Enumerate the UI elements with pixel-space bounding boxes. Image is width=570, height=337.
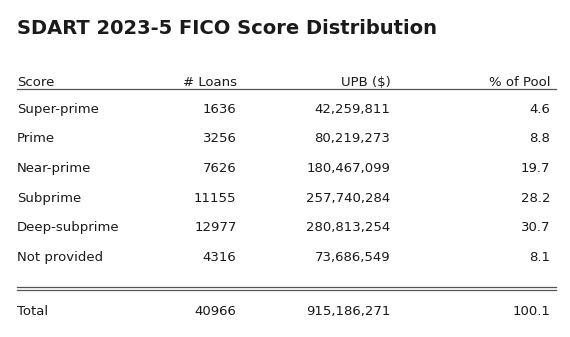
- Text: Subprime: Subprime: [17, 192, 82, 205]
- Text: 4316: 4316: [203, 251, 237, 264]
- Text: Deep-subprime: Deep-subprime: [17, 221, 120, 235]
- Text: 280,813,254: 280,813,254: [306, 221, 390, 235]
- Text: Super-prime: Super-prime: [17, 103, 99, 116]
- Text: Score: Score: [17, 76, 55, 89]
- Text: 42,259,811: 42,259,811: [315, 103, 390, 116]
- Text: 1636: 1636: [203, 103, 237, 116]
- Text: Prime: Prime: [17, 132, 55, 146]
- Text: Total: Total: [17, 305, 48, 318]
- Text: 3256: 3256: [203, 132, 237, 146]
- Text: 4.6: 4.6: [529, 103, 550, 116]
- Text: SDART 2023-5 FICO Score Distribution: SDART 2023-5 FICO Score Distribution: [17, 19, 437, 37]
- Text: 40966: 40966: [195, 305, 237, 318]
- Text: 73,686,549: 73,686,549: [315, 251, 390, 264]
- Text: 7626: 7626: [203, 162, 237, 175]
- Text: 80,219,273: 80,219,273: [315, 132, 390, 146]
- Text: UPB ($): UPB ($): [341, 76, 390, 89]
- Text: 100.1: 100.1: [512, 305, 550, 318]
- Text: Not provided: Not provided: [17, 251, 103, 264]
- Text: 19.7: 19.7: [520, 162, 550, 175]
- Text: 11155: 11155: [194, 192, 237, 205]
- Text: 257,740,284: 257,740,284: [306, 192, 390, 205]
- Text: 180,467,099: 180,467,099: [307, 162, 390, 175]
- Text: 8.8: 8.8: [529, 132, 550, 146]
- Text: 30.7: 30.7: [520, 221, 550, 235]
- Text: 28.2: 28.2: [520, 192, 550, 205]
- Text: 12977: 12977: [194, 221, 237, 235]
- Text: Near-prime: Near-prime: [17, 162, 91, 175]
- Text: # Loans: # Loans: [182, 76, 237, 89]
- Text: % of Pool: % of Pool: [488, 76, 550, 89]
- Text: 8.1: 8.1: [529, 251, 550, 264]
- Text: 915,186,271: 915,186,271: [306, 305, 390, 318]
